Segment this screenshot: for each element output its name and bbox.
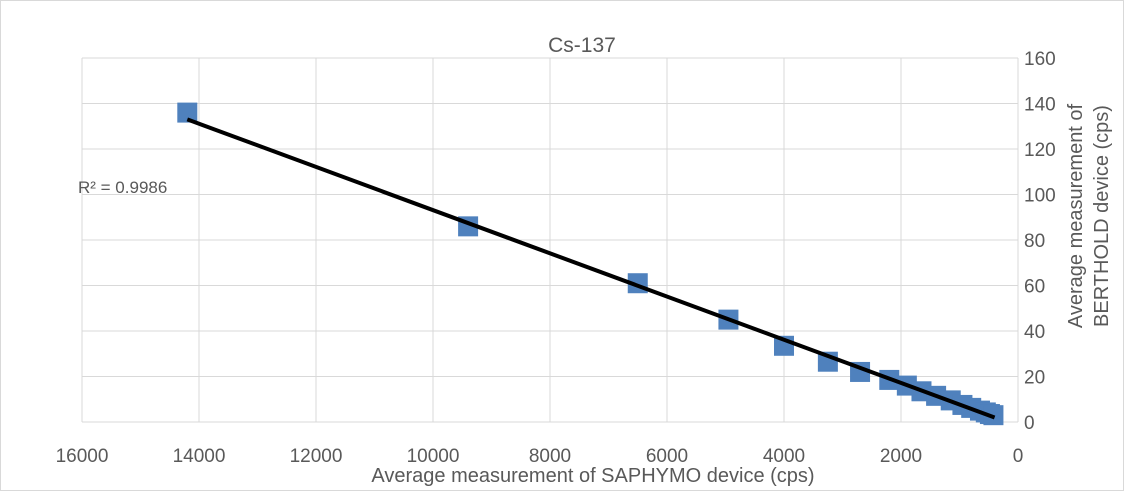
x-tick-label: 0 bbox=[1013, 446, 1024, 467]
y-tick-label: 140 bbox=[1024, 95, 1056, 116]
x-tick-label: 14000 bbox=[173, 446, 226, 467]
x-tick-label: 10000 bbox=[407, 446, 460, 467]
x-axis-label: Average measurement of SAPHYMO device (c… bbox=[371, 465, 814, 487]
x-tick-label: 6000 bbox=[646, 446, 688, 467]
y-tick-label: 100 bbox=[1024, 186, 1056, 207]
y-axis-label-line-1: Average measurement of bbox=[1065, 103, 1087, 328]
chart-title: Cs-137 bbox=[548, 34, 616, 57]
x-tick-label: 4000 bbox=[763, 446, 805, 467]
y-tick-labels: 0 20 40 60 80 100 120 140 160 bbox=[1024, 49, 1056, 434]
data-point bbox=[177, 102, 198, 123]
y-tick-label: 120 bbox=[1024, 140, 1056, 161]
y-tick-label: 0 bbox=[1024, 413, 1035, 434]
y-axis-label-line-2: BERTHOLD device (cps) bbox=[1091, 105, 1113, 327]
x-tick-label: 12000 bbox=[290, 446, 343, 467]
y-tick-label: 80 bbox=[1024, 231, 1045, 252]
x-tick-labels: 16000 14000 12000 10000 8000 6000 4000 2000 0 bbox=[56, 446, 1024, 467]
gridlines bbox=[81, 57, 1019, 423]
x-tick-label: 8000 bbox=[529, 446, 571, 467]
x-tick-label: 16000 bbox=[56, 446, 109, 467]
x-tick-label: 2000 bbox=[880, 446, 922, 467]
y-tick-label: 60 bbox=[1024, 277, 1045, 298]
y-tick-label: 40 bbox=[1024, 322, 1045, 343]
y-tick-label: 160 bbox=[1024, 49, 1056, 70]
y-tick-label: 20 bbox=[1024, 368, 1045, 389]
trendline bbox=[186, 117, 996, 420]
r-squared-label: R² = 0.9986 bbox=[78, 178, 167, 197]
